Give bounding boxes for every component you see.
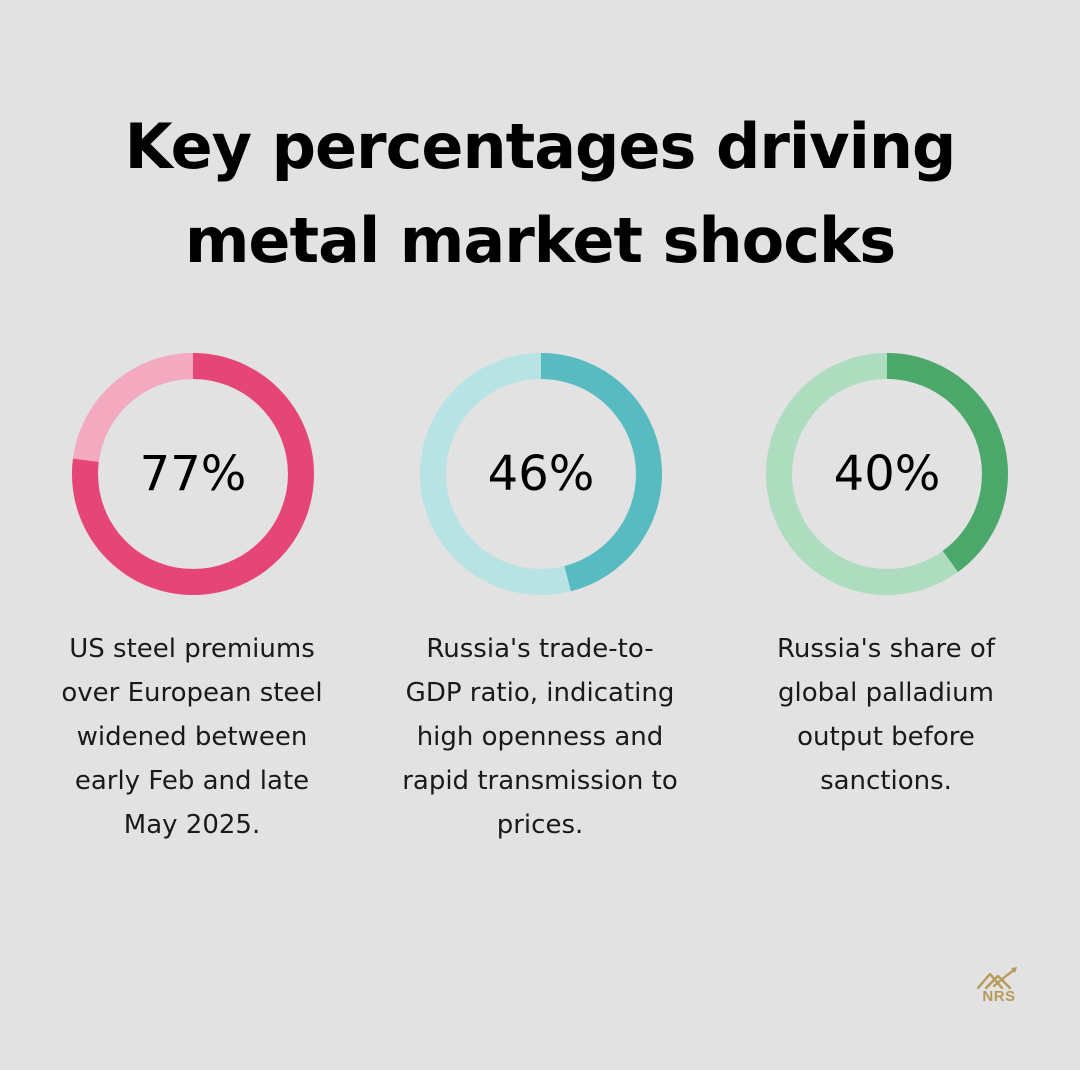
donut-chart-2 (420, 353, 662, 595)
stat-description-3: Russia's share of global palladium outpu… (721, 627, 1051, 803)
description-line: Russia's trade-to- (426, 634, 654, 664)
description-line: May 2025. (123, 810, 261, 840)
nrs-logo: NRS (972, 966, 1026, 1008)
donut-value-arc (420, 353, 662, 595)
description-line: Russia's share of (777, 634, 995, 664)
house-chart-icon (976, 967, 1017, 990)
page-title: Key percentages driving metal market sho… (0, 100, 1080, 288)
description-line: global palladium (778, 678, 994, 708)
title-line-2: metal market shocks (184, 204, 896, 277)
donut-chart-3 (766, 353, 1008, 595)
description-line: sanctions. (820, 766, 952, 796)
stat-percentage-3: 40% (833, 446, 941, 502)
description-line: widened between (76, 722, 308, 752)
description-line: over European steel (61, 678, 323, 708)
donut-value-arc (766, 353, 1008, 595)
logo-text: NRS (982, 988, 1016, 1005)
stat-percentage-1: 77% (139, 446, 247, 502)
description-line: high openness and (416, 722, 664, 752)
stat-description-1: US steel premiums over European steel wi… (27, 627, 357, 847)
stat-percentage-2: 46% (487, 446, 595, 502)
description-line: US steel premiums (69, 634, 315, 664)
description-line: early Feb and late (74, 766, 310, 796)
description-line: prices. (496, 810, 584, 840)
description-line: rapid transmission to (402, 766, 678, 796)
description-line: GDP ratio, indicating (405, 678, 675, 708)
title-line-1: Key percentages driving (124, 110, 957, 183)
donut-value-arc (72, 353, 314, 595)
donut-chart-1 (72, 353, 314, 595)
description-line: output before (797, 722, 975, 752)
stat-description-2: Russia's trade-to- GDP ratio, indicating… (375, 627, 705, 847)
